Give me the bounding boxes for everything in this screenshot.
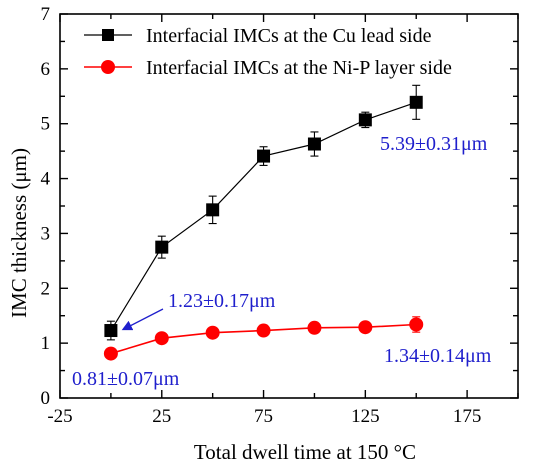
data-point-nip [256, 323, 271, 338]
x-tick-label: 25 [152, 406, 171, 427]
data-point-nip [409, 317, 424, 332]
data-point-cu [257, 149, 271, 163]
legend-label-cu: Interfacial IMCs at the Cu lead side [146, 25, 432, 47]
y-tick-label: 6 [41, 59, 51, 80]
data-point-cu [307, 137, 321, 151]
data-point-nip [154, 331, 169, 346]
data-point-nip [103, 346, 118, 361]
x-tick-label: 125 [351, 406, 380, 427]
data-point-nip [205, 325, 220, 340]
legend-marker-nip [101, 60, 115, 74]
y-tick-label: 5 [41, 114, 51, 135]
data-point-nip [358, 320, 373, 335]
y-tick-label: 7 [41, 4, 51, 25]
data-point-cu [104, 324, 118, 338]
x-tick-label: 75 [254, 406, 273, 427]
data-point-cu [358, 113, 372, 127]
annotation-arrow [121, 308, 164, 331]
y-tick-label: 2 [41, 278, 51, 299]
y-tick-label: 1 [41, 333, 51, 354]
y-tick-label: 4 [41, 169, 51, 190]
x-axis-title: Total dwell time at 150 °C [194, 440, 416, 464]
data-point-cu [206, 203, 220, 217]
y-axis-title: IMC thickness (μm) [7, 148, 31, 318]
y-tick-label: 0 [41, 388, 51, 409]
data-point-cu [155, 240, 169, 254]
legend-marker-cu [102, 29, 114, 41]
x-tick-label: -25 [47, 406, 72, 427]
x-tick-label: 175 [453, 406, 482, 427]
legend-label-nip: Interfacial IMCs at the Ni-P layer side [146, 57, 452, 79]
data-point-nip [307, 320, 322, 335]
annotation-cu-final: 5.39±0.31μm [380, 133, 488, 155]
data-point-cu [409, 95, 423, 109]
annotation-cu-initial: 1.23±0.17μm [168, 290, 276, 312]
annotation-nip-final: 1.34±0.14μm [384, 345, 492, 367]
y-tick-label: 3 [41, 223, 51, 244]
annotation-nip-initial: 0.81±0.07μm [72, 368, 180, 390]
legend: Interfacial IMCs at the Cu lead side Int… [84, 25, 452, 79]
